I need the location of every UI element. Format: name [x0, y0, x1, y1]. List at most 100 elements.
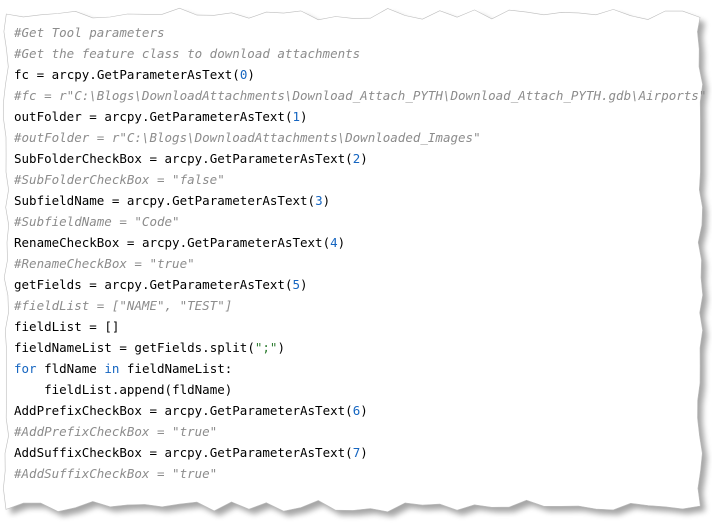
code-block: #Get Tool parameters #Get the feature cla… [14, 22, 694, 484]
code-line: #fieldList = ["NAME", "TEST"] [14, 295, 694, 316]
token-num: 4 [330, 235, 338, 250]
token-comment: #fc = r"C:\Blogs\DownloadAttachments\Dow… [14, 88, 706, 103]
token-op: . [180, 235, 188, 250]
token-comment: #AddPrefixCheckBox = "true" [14, 424, 217, 439]
code-line: fieldList = [] [14, 316, 694, 337]
token-op: ) [360, 403, 368, 418]
token-id: AddSuffixCheckBox [14, 445, 149, 460]
token-num: 1 [293, 109, 301, 124]
code-line: fieldList.append(fldName) [14, 379, 694, 400]
token-op: ( [345, 151, 353, 166]
token-fn: GetParameterAsText [97, 67, 232, 82]
token-id: fieldNameList [14, 340, 119, 355]
code-line: getFields = arcpy.GetParameterAsText(5) [14, 274, 694, 295]
token-id: fieldNameList [127, 361, 225, 376]
code-line: SubfieldName = arcpy.GetParameterAsText(… [14, 190, 694, 211]
token-op: ) [360, 445, 368, 460]
token-op: = [127, 235, 142, 250]
code-line: outFolder = arcpy.GetParameterAsText(1) [14, 106, 694, 127]
token-comment: #SubFolderCheckBox = "false" [14, 172, 225, 187]
token-op: ) [338, 235, 346, 250]
code-line: for fldName in fieldNameList: [14, 358, 694, 379]
token-id: arcpy [104, 109, 142, 124]
token-op: . [202, 403, 210, 418]
token-id: fldName [172, 382, 225, 397]
token-id: outFolder [14, 109, 89, 124]
token-comment: #outFolder = r"C:\Blogs\DownloadAttachme… [14, 130, 481, 145]
token-id: SubfieldName [14, 193, 112, 208]
token-op: ( [345, 403, 353, 418]
code-line: fieldNameList = getFields.split(";") [14, 337, 694, 358]
token-op: ( [285, 109, 293, 124]
token-id: arcpy [127, 193, 165, 208]
token-op: = [112, 193, 127, 208]
token-str: ";" [255, 340, 278, 355]
token-id: fldName [44, 361, 104, 376]
token-op: = [89, 277, 104, 292]
token-comment: #RenameCheckBox = "true" [14, 256, 195, 271]
token-comment: #fieldList = ["NAME", "TEST"] [14, 298, 232, 313]
token-id: arcpy [142, 235, 180, 250]
token-fn: GetParameterAsText [210, 445, 345, 460]
code-line: #RenameCheckBox = "true" [14, 253, 694, 274]
token-fn: append [119, 382, 164, 397]
token-op: ( [247, 340, 255, 355]
token-fn: GetParameterAsText [210, 151, 345, 166]
token-num: 5 [293, 277, 301, 292]
token-fn: GetParameterAsText [172, 193, 307, 208]
code-line: #Get Tool parameters [14, 22, 694, 43]
token-op: = [89, 109, 104, 124]
token-fn: GetParameterAsText [210, 403, 345, 418]
token-comment: #SubfieldName = "Code" [14, 214, 180, 229]
token-kw: in [104, 361, 127, 376]
token-op: = [119, 340, 134, 355]
token-fn: split [210, 340, 248, 355]
token-op: ) [323, 193, 331, 208]
code-line: #outFolder = r"C:\Blogs\DownloadAttachme… [14, 127, 694, 148]
token-op: = [149, 151, 164, 166]
token-op: : [225, 361, 233, 376]
code-line: #SubFolderCheckBox = "false" [14, 169, 694, 190]
code-line: #Get the feature class to download attac… [14, 43, 694, 64]
token-comment: #Get Tool parameters [14, 25, 165, 40]
token-id: RenameCheckBox [14, 235, 127, 250]
token-id: fieldList [14, 319, 89, 334]
token-comment: #AddSuffixCheckBox = "true" [14, 466, 217, 481]
code-line: #fc = r"C:\Blogs\DownloadAttachments\Dow… [14, 85, 694, 106]
token-id: arcpy [52, 67, 90, 82]
code-line: RenameCheckBox = arcpy.GetParameterAsTex… [14, 232, 694, 253]
token-op: ( [345, 445, 353, 460]
token-op: ) [300, 109, 308, 124]
token-op: ) [360, 151, 368, 166]
code-line: #AddSuffixCheckBox = "true" [14, 463, 694, 484]
token-op: = [149, 445, 164, 460]
token-fn: GetParameterAsText [150, 109, 285, 124]
token-op: ) [277, 340, 285, 355]
token-op: = [149, 403, 164, 418]
token-id: arcpy [165, 403, 203, 418]
token-id: getFields [134, 340, 202, 355]
token-op: . [202, 340, 210, 355]
token-comment: #Get the feature class to download attac… [14, 46, 360, 61]
token-id: fc [14, 67, 37, 82]
token-id: arcpy [165, 151, 203, 166]
token-id: AddPrefixCheckBox [14, 403, 149, 418]
token-op: . [142, 277, 150, 292]
token-id: arcpy [104, 277, 142, 292]
code-line: AddPrefixCheckBox = arcpy.GetParameterAs… [14, 400, 694, 421]
token-op: ) [247, 67, 255, 82]
token-id: fieldList [14, 382, 112, 397]
token-op: = [] [89, 319, 119, 334]
token-op: ( [165, 382, 173, 397]
token-id: SubFolderCheckBox [14, 151, 149, 166]
token-op: . [89, 67, 97, 82]
token-op: = [37, 67, 52, 82]
code-line: SubFolderCheckBox = arcpy.GetParameterAs… [14, 148, 694, 169]
torn-paper-container: #Get Tool parameters #Get the feature cla… [0, 0, 712, 526]
token-op: ) [225, 382, 233, 397]
token-op: ( [308, 193, 316, 208]
token-fn: GetParameterAsText [150, 277, 285, 292]
token-fn: GetParameterAsText [187, 235, 322, 250]
token-op: . [142, 109, 150, 124]
token-id: getFields [14, 277, 89, 292]
